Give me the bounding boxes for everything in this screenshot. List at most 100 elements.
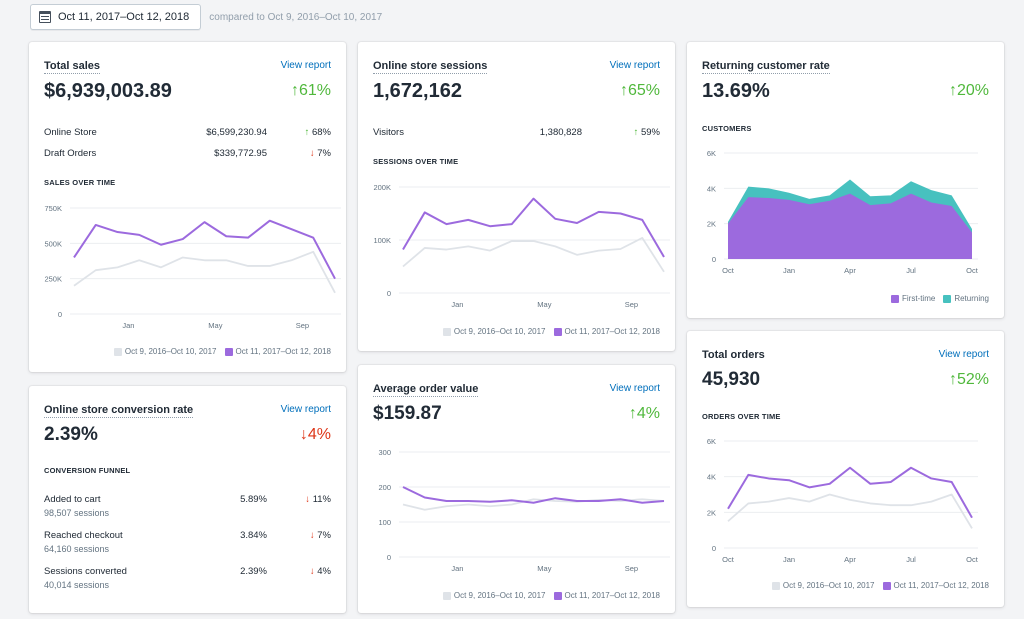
x-tick-label: Jan [783,266,795,275]
legend-swatch-current [224,347,233,356]
line-series-current [402,486,665,504]
chart-legend: Oct 9, 2016–Oct 10, 2017 Oct 11, 2017–Oc… [435,327,660,336]
chart-legend: Oct 9, 2016–Oct 10, 2017 Oct 11, 2017–Oc… [764,581,989,590]
x-tick-label: Jul [906,555,916,564]
line-series-current [402,197,665,258]
y-tick-label: 750K [44,204,62,213]
card-title[interactable]: Total sales [44,60,101,74]
x-tick-label: Jan [451,564,463,573]
arrow-down-icon: ↓ [305,494,311,505]
section-heading: ORDERS OVER TIME [702,412,781,421]
x-tick-label: Apr [844,266,856,275]
y-tick-label: 2K [707,220,716,229]
y-tick-label: 0 [387,289,391,298]
arrow-up-icon: ↑ [304,127,310,138]
y-tick-label: 250K [44,275,62,284]
date-range-label: Oct 11, 2017–Oct 12, 2018 [58,11,190,23]
funnel-row: Added to cart 98,507 sessions 5.89% ↓ 11… [44,494,331,518]
y-tick-label: 100 [378,518,391,527]
card-title[interactable]: Online store conversion rate [44,404,194,418]
y-tick-label: 100K [373,236,391,245]
legend-swatch-previous [442,591,451,600]
sessions-card: Online store sessions View report 1,672,… [358,42,675,351]
arrow-down-icon: ↓ [299,426,308,443]
average-order-value: $159.87 [373,403,442,424]
sessions-value: 1,672,162 [373,80,462,102]
line-series-previous [402,498,665,511]
view-report-link[interactable]: View report [280,404,331,415]
card-title[interactable]: Average order value [373,383,479,397]
x-tick-label: May [537,564,551,573]
y-tick-label: 6K [707,437,716,446]
x-tick-label: Oct [966,555,979,564]
view-report-link[interactable]: View report [938,349,989,360]
view-report-link[interactable]: View report [280,60,331,71]
legend-swatch-current [882,581,891,590]
total-orders-card: Total orders View report 45,930 ↑52% ORD… [687,331,1004,607]
line-series-current [73,219,336,280]
card-title[interactable]: Online store sessions [373,60,488,74]
conversion-rate-value: 2.39% [44,424,98,445]
total-sales-card: Total sales View report $6,939,003.89 ↑6… [29,42,346,372]
line-series-previous [73,250,336,294]
section-heading: SESSIONS OVER TIME [373,157,459,166]
sessions-delta: ↑65% [619,82,660,99]
card-title[interactable]: Total orders [702,349,765,361]
arrow-down-icon: ↓ [309,566,315,577]
aov-chart: 0 100 200 300 Jan May Sep [378,448,670,573]
total-sales-value: $6,939,003.89 [44,80,172,102]
orders-chart: 0 2K 4K 6K Oct Jan Apr Jul Oct [707,437,979,564]
legend-swatch-current [553,591,562,600]
arrow-down-icon: ↓ [309,530,315,541]
x-tick-label: May [208,321,222,330]
x-tick-label: May [537,300,551,309]
card-title[interactable]: Returning customer rate [702,60,830,74]
legend-swatch-previous [113,347,122,356]
x-tick-label: Jan [783,555,795,564]
arrow-up-icon: ↑ [290,82,299,99]
x-tick-label: Sep [625,564,638,573]
average-order-value-card: Average order value View report $159.87 … [358,365,675,613]
sessions-chart: 0 100K 200K Jan May Sep [373,183,670,309]
y-tick-label: 2K [707,508,716,517]
returning-customer-card: Returning customer rate 13.69% ↑20% CUST… [687,42,1004,318]
y-tick-label: 0 [58,310,62,319]
date-range-button[interactable]: Oct 11, 2017–Oct 12, 2018 [30,4,202,30]
chart-legend: First-time Returning [883,294,989,303]
chart-legend: Oct 9, 2016–Oct 10, 2017 Oct 11, 2017–Oc… [106,347,331,356]
total-orders-value: 45,930 [702,369,761,390]
y-tick-label: 500K [44,239,62,248]
customers-chart: 0 2K 4K 6K Oct Jan Apr Jul Oct [707,149,979,275]
y-tick-label: 0 [712,255,716,264]
x-tick-label: Oct [722,555,735,564]
average-order-delta: ↑4% [628,405,660,422]
y-tick-label: 4K [707,184,716,193]
breakdown-row: Visitors 1,380,828 ↑ 59% [373,127,660,138]
x-tick-label: Jan [451,300,463,309]
legend-swatch-returning [943,294,952,303]
x-tick-label: Jan [122,321,134,330]
arrow-up-icon: ↑ [948,371,957,388]
x-tick-label: Apr [844,555,856,564]
line-series-previous [402,236,665,273]
comparison-label: compared to Oct 9, 2016–Oct 10, 2017 [209,11,383,23]
total-orders-delta: ↑52% [948,371,989,388]
y-tick-label: 200 [378,483,391,492]
funnel-row: Sessions converted 40,014 sessions 2.39%… [44,566,331,590]
y-tick-label: 0 [712,544,716,553]
returning-rate-value: 13.69% [702,80,770,102]
arrow-up-icon: ↑ [619,82,628,99]
conversion-rate-delta: ↓4% [299,426,331,443]
x-tick-label: Sep [625,300,638,309]
total-sales-delta: ↑61% [290,82,331,99]
y-tick-label: 6K [707,149,716,158]
line-series-current [727,466,973,519]
arrow-down-icon: ↓ [309,148,315,159]
x-tick-label: Sep [296,321,309,330]
breakdown-row: Draft Orders $339,772.95 ↓ 7% [44,148,331,159]
legend-swatch-previous [442,327,451,336]
legend-swatch-current [553,327,562,336]
view-report-link[interactable]: View report [609,383,660,394]
view-report-link[interactable]: View report [609,60,660,71]
section-heading: SALES OVER TIME [44,178,116,187]
